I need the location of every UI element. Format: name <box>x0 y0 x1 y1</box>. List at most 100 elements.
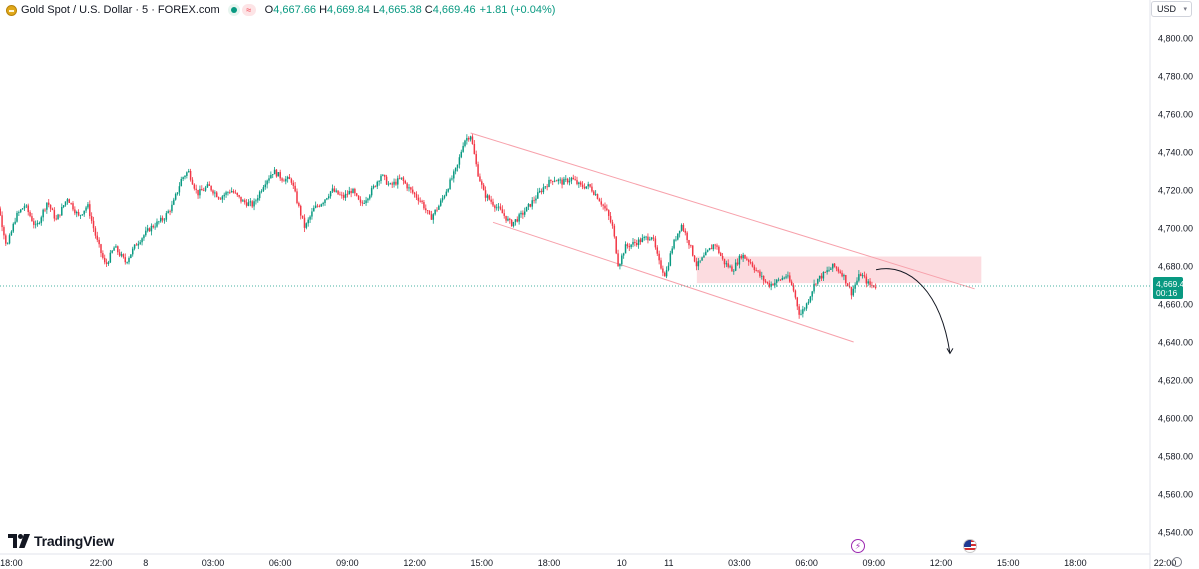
high-label: H <box>319 4 328 16</box>
candle-body <box>467 137 470 140</box>
candle-body <box>369 195 371 199</box>
candle-body <box>72 203 74 210</box>
price-tag-countdown: 00:16 <box>1156 288 1178 298</box>
candle-body <box>70 202 72 204</box>
wave-icon[interactable]: ≈ <box>241 4 256 16</box>
candle-body <box>234 192 237 194</box>
candle-body <box>355 193 358 196</box>
symbol-title[interactable]: Gold Spot / U.S. Dollar · 5 · FOREX.com <box>21 4 220 16</box>
candle-body <box>102 253 104 258</box>
candle-body <box>184 175 186 178</box>
currency-button[interactable]: USD ▾ <box>1151 1 1192 17</box>
candle-body <box>89 204 91 217</box>
candle-body <box>255 200 257 202</box>
candle-body <box>398 178 401 180</box>
candle-body <box>800 313 802 315</box>
candle-body <box>42 209 44 218</box>
candle-body <box>426 210 429 211</box>
candle-body <box>643 237 645 239</box>
candle-body <box>33 221 35 225</box>
candle-body <box>533 200 535 202</box>
projection-arrow-layer <box>875 268 954 355</box>
candle-body <box>8 235 11 244</box>
candle-body <box>107 262 110 264</box>
candle-body <box>831 263 834 269</box>
candle-body <box>36 222 39 225</box>
x-tick-label: 06:00 <box>795 558 818 568</box>
candle-body <box>593 191 595 195</box>
candle-body <box>382 174 384 176</box>
candle-body <box>131 248 134 255</box>
tradingview-logo[interactable]: TradingView <box>8 533 114 549</box>
candle-body <box>822 271 825 279</box>
candle-body <box>863 275 866 277</box>
candle-body <box>79 215 82 216</box>
candle-body <box>854 284 856 289</box>
candle-body <box>596 194 599 200</box>
x-tick-label: 12:00 <box>930 558 953 568</box>
candle-body <box>464 140 466 146</box>
candle-body <box>331 188 334 192</box>
time-axis[interactable]: 18:00 22:00 8 03:00 06:00 09:00 12:00 15:00 18:0… <box>0 558 1176 568</box>
candle-body <box>271 174 274 175</box>
candle-body <box>53 210 56 219</box>
candle-body <box>146 228 149 231</box>
x-tick-label: 03:00 <box>728 558 751 568</box>
candle-body <box>837 268 840 272</box>
open-value: 4,667.66 <box>273 4 317 16</box>
channel-lower-line <box>492 221 854 343</box>
candle-body <box>55 218 57 220</box>
candle-body <box>277 172 280 177</box>
candle-body <box>637 239 640 246</box>
candle-body <box>695 261 698 267</box>
candle-body <box>103 257 106 263</box>
candle-body <box>111 250 113 253</box>
candle-body <box>333 188 336 192</box>
candle-body <box>761 275 763 277</box>
candle-body <box>122 254 125 258</box>
candle-body <box>337 190 339 195</box>
candle-body <box>581 184 584 188</box>
candle-body <box>38 222 41 224</box>
y-tick-label: 4,540.00 <box>1158 528 1193 538</box>
candle-body <box>428 210 431 215</box>
price-axis[interactable]: 4,540.00 4,560.00 4,580.00 4,600.00 4,620.00… <box>1158 34 1193 538</box>
candle-body <box>490 199 492 202</box>
settings-gear-icon[interactable] <box>1172 557 1182 567</box>
candle-body <box>189 170 192 180</box>
y-tick-label: 4,740.00 <box>1158 148 1193 158</box>
candle-body <box>626 244 629 247</box>
candle-body <box>703 255 705 258</box>
candle-body <box>753 266 756 271</box>
candle-body <box>759 271 761 277</box>
candle-body <box>583 187 586 189</box>
candle-body <box>268 178 270 181</box>
candle-body <box>710 248 713 250</box>
candle-body <box>861 275 864 277</box>
y-tick-label: 4,580.00 <box>1158 452 1193 462</box>
bolt-event-icon[interactable]: ⚡ <box>851 539 865 553</box>
candle-body <box>167 211 169 214</box>
candle-body <box>835 266 838 269</box>
candle-body <box>654 238 657 248</box>
y-tick-label: 4,640.00 <box>1158 338 1193 348</box>
candle-body <box>258 191 261 199</box>
candle-body <box>232 191 235 193</box>
candle-body <box>641 238 644 243</box>
market-open-icon[interactable] <box>227 4 240 16</box>
x-tick-label: 06:00 <box>269 558 292 568</box>
candle-body <box>690 245 692 247</box>
candle-body <box>128 258 130 263</box>
candle-body <box>376 181 379 187</box>
candle-body <box>475 154 477 165</box>
candle-body <box>395 181 397 185</box>
candle-body <box>230 191 233 193</box>
candle-body <box>785 276 787 278</box>
candle-body <box>466 137 468 141</box>
candle-body <box>563 178 565 185</box>
candle-body <box>609 215 612 223</box>
candle-body <box>561 179 563 185</box>
us-flag-event-icon[interactable] <box>963 539 977 553</box>
candle-body <box>98 239 100 245</box>
